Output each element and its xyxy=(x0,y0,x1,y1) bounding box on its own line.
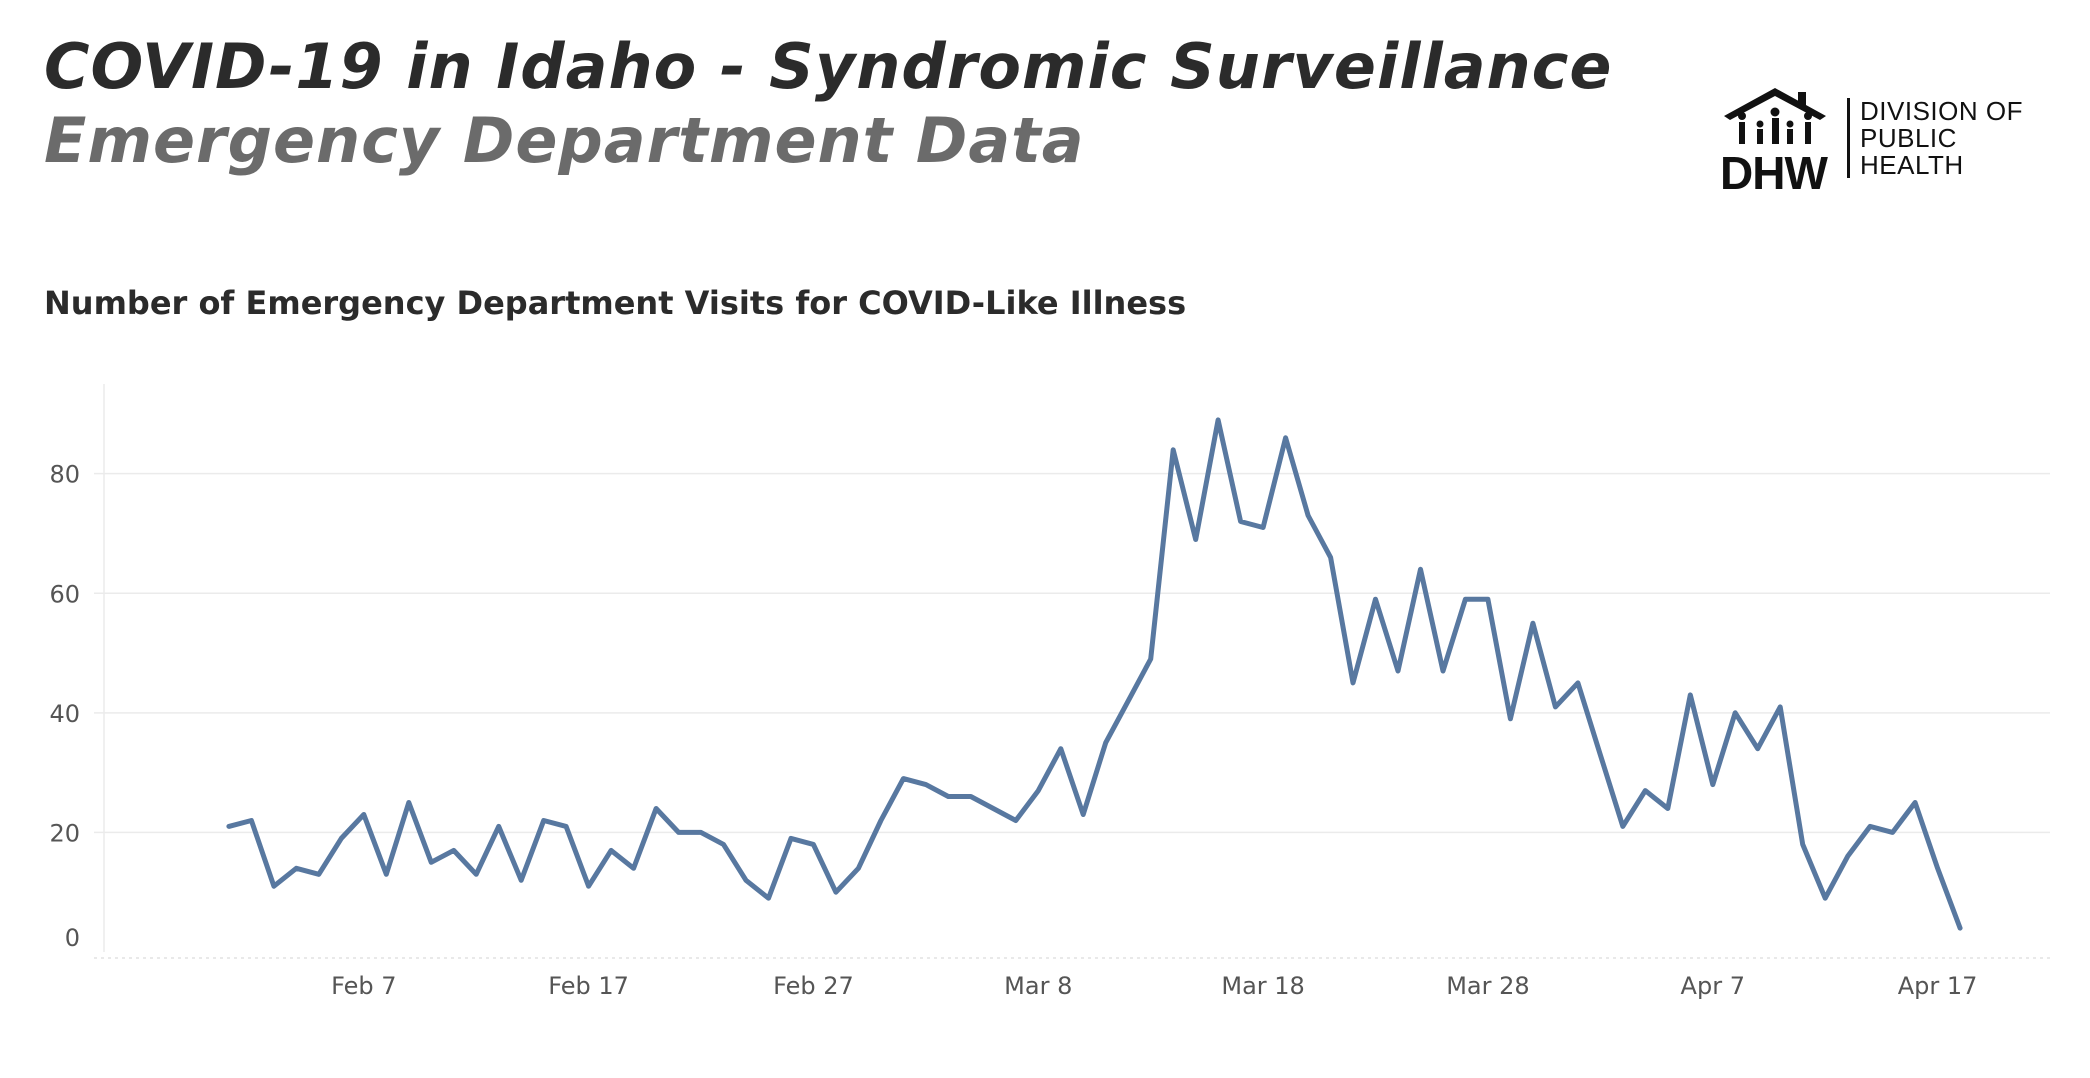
house-family-icon xyxy=(1724,88,1826,144)
x-tick-label: Mar 8 xyxy=(1004,972,1072,1000)
logo-line-3: HEALTH xyxy=(1860,150,1964,180)
logo-abbreviation: DHW xyxy=(1720,147,1828,199)
data-points xyxy=(228,419,1961,929)
x-tick-label: Apr 7 xyxy=(1681,972,1745,1000)
line-chart: 0 20 40 60 80 Feb 7 Feb 17 Feb 27 Mar 8 Mar 18 Ma… xyxy=(49,384,2050,1000)
logo-divider xyxy=(1847,98,1850,178)
y-tick-label: 0 xyxy=(65,924,80,952)
y-tick-label: 40 xyxy=(49,700,80,728)
series-line xyxy=(226,417,1963,931)
logo-line-2: PUBLIC xyxy=(1860,123,1957,153)
y-tick-label: 80 xyxy=(49,461,80,489)
chart-title: Number of Emergency Department Visits fo… xyxy=(44,284,1187,322)
x-tick-label: Feb 7 xyxy=(331,972,396,1000)
x-tick-label: Mar 18 xyxy=(1221,972,1304,1000)
y-tick-label: 60 xyxy=(49,580,80,608)
y-axis-labels: 0 20 40 60 80 xyxy=(49,461,80,952)
page-title: COVID-19 in Idaho - Syndromic Surveillan… xyxy=(44,30,1613,103)
logo-line-1: DIVISION OF xyxy=(1860,96,2023,126)
dhw-logo: DHW DIVISION OF PUBLIC HEALTH xyxy=(1720,86,2023,199)
logo-text: DIVISION OF PUBLIC HEALTH xyxy=(1860,98,2023,179)
x-tick-label: Feb 17 xyxy=(548,972,629,1000)
x-tick-label: Mar 28 xyxy=(1446,972,1529,1000)
x-axis-labels: Feb 7 Feb 17 Feb 27 Mar 8 Mar 18 Mar 28 Apr 7 A… xyxy=(331,972,1977,1000)
y-tick-label: 20 xyxy=(49,819,80,847)
page-subtitle: Emergency Department Data xyxy=(44,104,1085,177)
x-tick-label: Apr 17 xyxy=(1898,972,1978,1000)
x-tick-label: Feb 27 xyxy=(773,972,854,1000)
